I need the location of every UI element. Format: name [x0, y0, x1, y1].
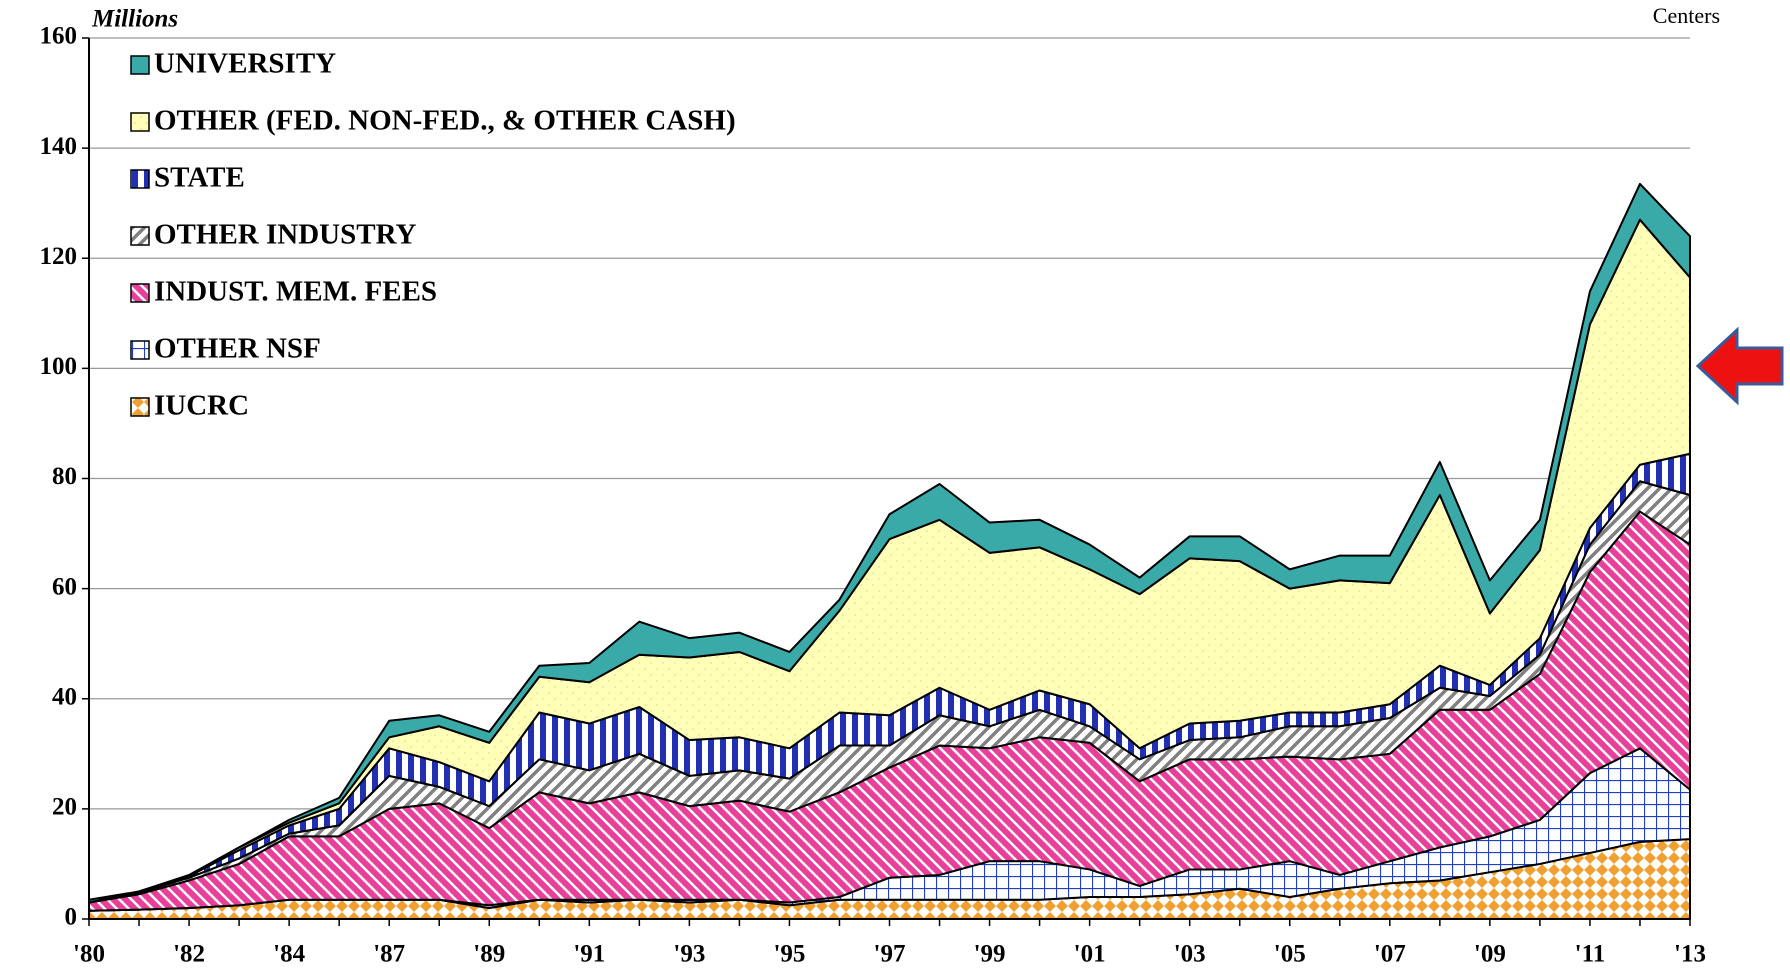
legend-swatch [130, 55, 150, 75]
x-tick-label: '95 [773, 941, 805, 968]
y-tick-label: 60 [52, 573, 77, 600]
y-tick-label: 160 [40, 23, 78, 50]
area [88, 182, 1691, 904]
x-tick-label: '91 [573, 941, 605, 968]
y-tick-label: 20 [52, 794, 77, 821]
x-tick-label: '84 [273, 941, 305, 968]
legend-label: OTHER NSF [154, 333, 321, 365]
legend-label: OTHER (FED. NON-FED., & OTHER CASH) [154, 105, 736, 137]
legend-label: INDUST. MEM. FEES [154, 276, 437, 308]
y-tick-label: 40 [52, 683, 77, 710]
legend-swatch [130, 340, 150, 360]
y-tick-label: 80 [52, 463, 77, 490]
legend-swatch [130, 169, 150, 189]
y-tick-label: 100 [40, 353, 78, 380]
x-tick-label: '05 [1274, 941, 1306, 968]
y-tick-label: 140 [40, 133, 78, 160]
y-axis-label: Millions [91, 6, 178, 33]
x-tick-label: '93 [673, 941, 705, 968]
legend-swatch [130, 226, 150, 246]
legend-swatch [130, 112, 150, 132]
legend-label: UNIVERSITY [154, 48, 336, 80]
x-tick-label: '03 [1174, 941, 1206, 968]
x-tick-label: '11 [1575, 941, 1606, 968]
x-tick-label: '87 [373, 941, 405, 968]
x-tick-label: '99 [974, 941, 1006, 968]
x-tick-label: '13 [1674, 941, 1706, 968]
x-tick-label: '07 [1374, 941, 1406, 968]
arrow [1695, 326, 1784, 406]
x-tick-label: '97 [874, 941, 906, 968]
legend-swatch [130, 283, 150, 303]
legend-label: OTHER INDUSTRY [154, 219, 417, 251]
x-tick-label: '09 [1474, 941, 1506, 968]
legend-label: STATE [154, 162, 245, 194]
y-tick-label: 120 [40, 243, 78, 270]
x-tick-label: '80 [73, 941, 105, 968]
x-tick-label: '01 [1074, 941, 1106, 968]
legend-label: IUCRC [154, 390, 249, 422]
y-tick-label: 0 [65, 904, 78, 931]
corner-note: Centers [1653, 3, 1720, 28]
legend-swatch [130, 397, 150, 417]
x-tick-label: '89 [473, 941, 505, 968]
x-tick-label: '82 [173, 941, 205, 968]
